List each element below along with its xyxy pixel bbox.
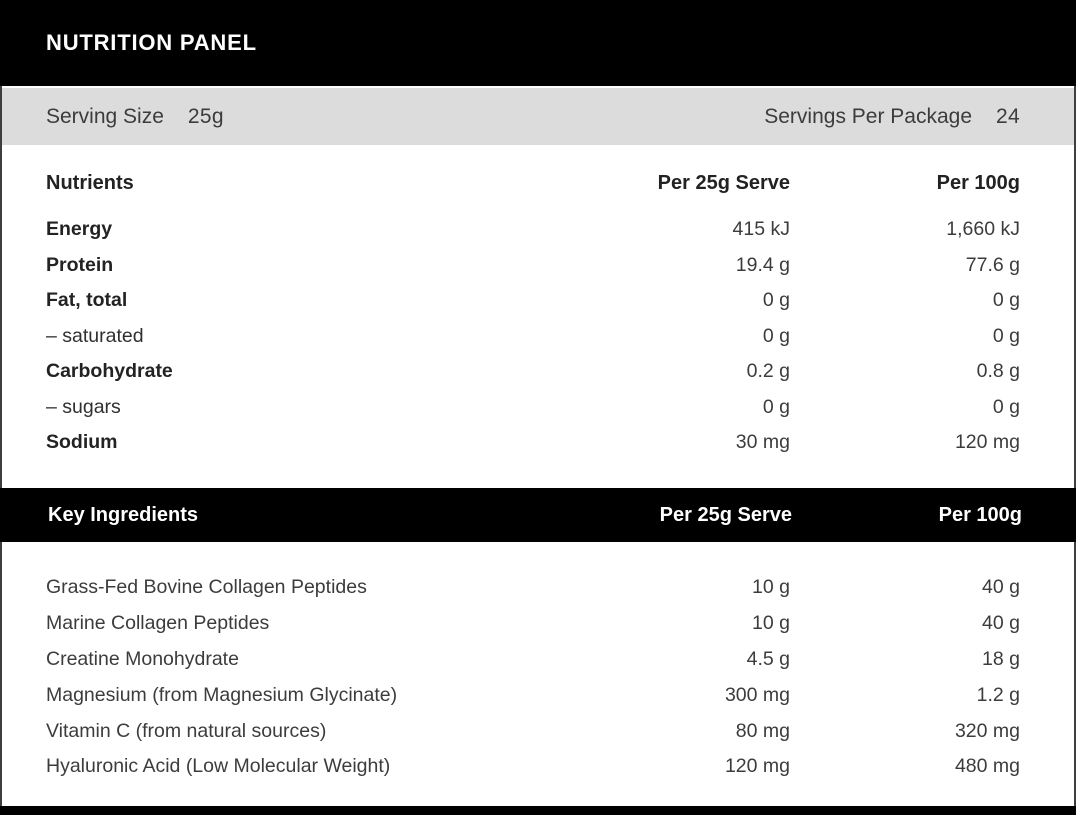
per-serve-value: 0 g: [762, 289, 790, 312]
ingredients-section: Grass-Fed Bovine Collagen Peptides 10 g …: [2, 542, 1074, 806]
serving-info-bar: Serving Size 25g Servings Per Package 24: [2, 88, 1074, 145]
per-serve-value: 300 mg: [724, 683, 790, 706]
per-serve-value: 4.5 g: [746, 647, 790, 670]
per-serve-value: 19.4 g: [735, 253, 790, 276]
per-100g-value: 0 g: [992, 289, 1020, 312]
ingredient-name: Vitamin C (from natural sources): [46, 719, 327, 742]
serving-size-value: 25g: [187, 104, 224, 128]
per-100g-value: 1.2 g: [976, 683, 1020, 706]
serving-size: Serving Size 25g: [46, 105, 224, 129]
per-100g-value: 18 g: [982, 647, 1020, 670]
per-100g-column-header: Per 100g: [936, 171, 1020, 194]
key-ingredients-column-header: Key Ingredients: [48, 503, 199, 526]
ingredient-name: Creatine Monohydrate: [46, 647, 239, 670]
table-row: Creatine Monohydrate 4.5 g 18 g: [46, 642, 1020, 678]
nutrients-header-row: Nutrients Per 25g Serve Per 100g: [46, 167, 1020, 199]
table-row: Magnesium (from Magnesium Glycinate) 300…: [46, 677, 1020, 713]
table-row: Carbohydrate 0.2 g 0.8 g: [46, 354, 1020, 390]
panel-title-bar: NUTRITION PANEL: [0, 0, 1076, 86]
per-100g-value: 480 mg: [954, 755, 1020, 778]
page-title: NUTRITION PANEL: [46, 30, 257, 55]
per-serve-value: 10 g: [752, 612, 790, 635]
serving-size-label: Serving Size: [46, 104, 164, 128]
table-row: Protein 19.4 g 77.6 g: [46, 248, 1020, 284]
servings-per-package-label: Servings Per Package: [764, 104, 973, 128]
per-serve-value: 0 g: [762, 324, 790, 347]
per-100g-value: 0 g: [992, 395, 1020, 418]
per-serve-value: 0 g: [762, 395, 790, 418]
nutrients-section: Nutrients Per 25g Serve Per 100g Energy …: [2, 145, 1074, 488]
table-row: Fat, total 0 g 0 g: [46, 283, 1020, 319]
bottom-black-bar: [0, 806, 1076, 815]
per-100g-value: 1,660 kJ: [946, 218, 1020, 241]
table-row: Hyaluronic Acid (Low Molecular Weight) 1…: [46, 749, 1020, 785]
ingredient-name: Hyaluronic Acid (Low Molecular Weight): [46, 755, 391, 778]
nutrient-name: – sugars: [46, 395, 121, 418]
per-serve-value: 120 mg: [724, 755, 790, 778]
servings-per-package-value: 24: [996, 104, 1020, 128]
table-row: – saturated 0 g 0 g: [46, 319, 1020, 355]
nutrient-name: – saturated: [46, 324, 144, 347]
table-row: Vitamin C (from natural sources) 80 mg 3…: [46, 713, 1020, 749]
table-row: Marine Collagen Peptides 10 g 40 g: [46, 606, 1020, 642]
ingredient-name: Grass-Fed Bovine Collagen Peptides: [46, 576, 367, 599]
per-100g-value: 40 g: [982, 576, 1020, 599]
ingredient-name: Magnesium (from Magnesium Glycinate): [46, 683, 398, 706]
nutrient-name: Protein: [46, 253, 114, 276]
per-100g-value: 120 mg: [954, 431, 1020, 454]
per-100g-value: 0 g: [992, 324, 1020, 347]
per-serve-value: 0.2 g: [746, 360, 790, 383]
nutrient-name: Carbohydrate: [46, 360, 173, 383]
servings-per-package: Servings Per Package 24: [764, 105, 1020, 129]
table-row: Grass-Fed Bovine Collagen Peptides 10 g …: [46, 570, 1020, 606]
per-serve-value: 415 kJ: [732, 218, 790, 241]
nutrients-column-header: Nutrients: [46, 171, 134, 194]
key-ingredients-header-bar: Key Ingredients Per 25g Serve Per 100g: [0, 488, 1076, 542]
table-row: Energy 415 kJ 1,660 kJ: [46, 212, 1020, 248]
nutrient-name: Fat, total: [46, 289, 128, 312]
per-100g-value: 0.8 g: [976, 360, 1020, 383]
per-serve-column-header: Per 25g Serve: [659, 503, 792, 526]
per-100g-value: 77.6 g: [965, 253, 1020, 276]
per-serve-value: 80 mg: [735, 719, 790, 742]
per-serve-column-header: Per 25g Serve: [657, 171, 790, 194]
divider: [2, 86, 1074, 88]
per-serve-value: 30 mg: [735, 431, 790, 454]
table-row: Sodium 30 mg 120 mg: [46, 425, 1020, 461]
per-100g-value: 320 mg: [954, 719, 1020, 742]
table-row: – sugars 0 g 0 g: [46, 390, 1020, 426]
nutrient-name: Energy: [46, 218, 113, 241]
per-100g-value: 40 g: [982, 612, 1020, 635]
per-serve-value: 10 g: [752, 576, 790, 599]
per-100g-column-header: Per 100g: [938, 503, 1022, 526]
ingredient-name: Marine Collagen Peptides: [46, 612, 270, 635]
nutrient-name: Sodium: [46, 431, 118, 454]
